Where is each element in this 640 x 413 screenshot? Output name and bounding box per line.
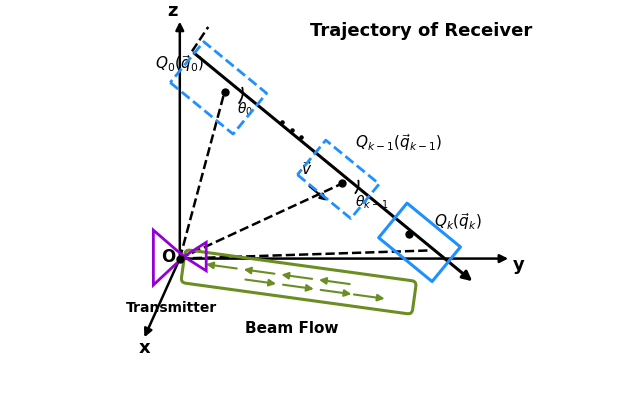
Text: $\theta_{k-1}$: $\theta_{k-1}$ xyxy=(355,193,388,211)
Text: Trajectory of Receiver: Trajectory of Receiver xyxy=(310,22,532,40)
Text: $Q_{k-1}(\vec{q}_{k-1})$: $Q_{k-1}(\vec{q}_{k-1})$ xyxy=(355,132,442,152)
Text: Transmitter: Transmitter xyxy=(126,301,218,315)
Text: $Q_k(\vec{q}_k)$: $Q_k(\vec{q}_k)$ xyxy=(434,211,481,232)
Text: x: x xyxy=(139,338,151,356)
Text: Beam Flow: Beam Flow xyxy=(245,320,339,335)
Text: $\vec{v}$: $\vec{v}$ xyxy=(301,160,312,178)
Text: z: z xyxy=(168,2,178,20)
Text: $\theta_0$: $\theta_0$ xyxy=(237,100,253,117)
Text: O: O xyxy=(161,247,176,265)
Text: y: y xyxy=(513,255,525,273)
Text: $Q_0(\vec{q}_0)$: $Q_0(\vec{q}_0)$ xyxy=(156,52,204,74)
